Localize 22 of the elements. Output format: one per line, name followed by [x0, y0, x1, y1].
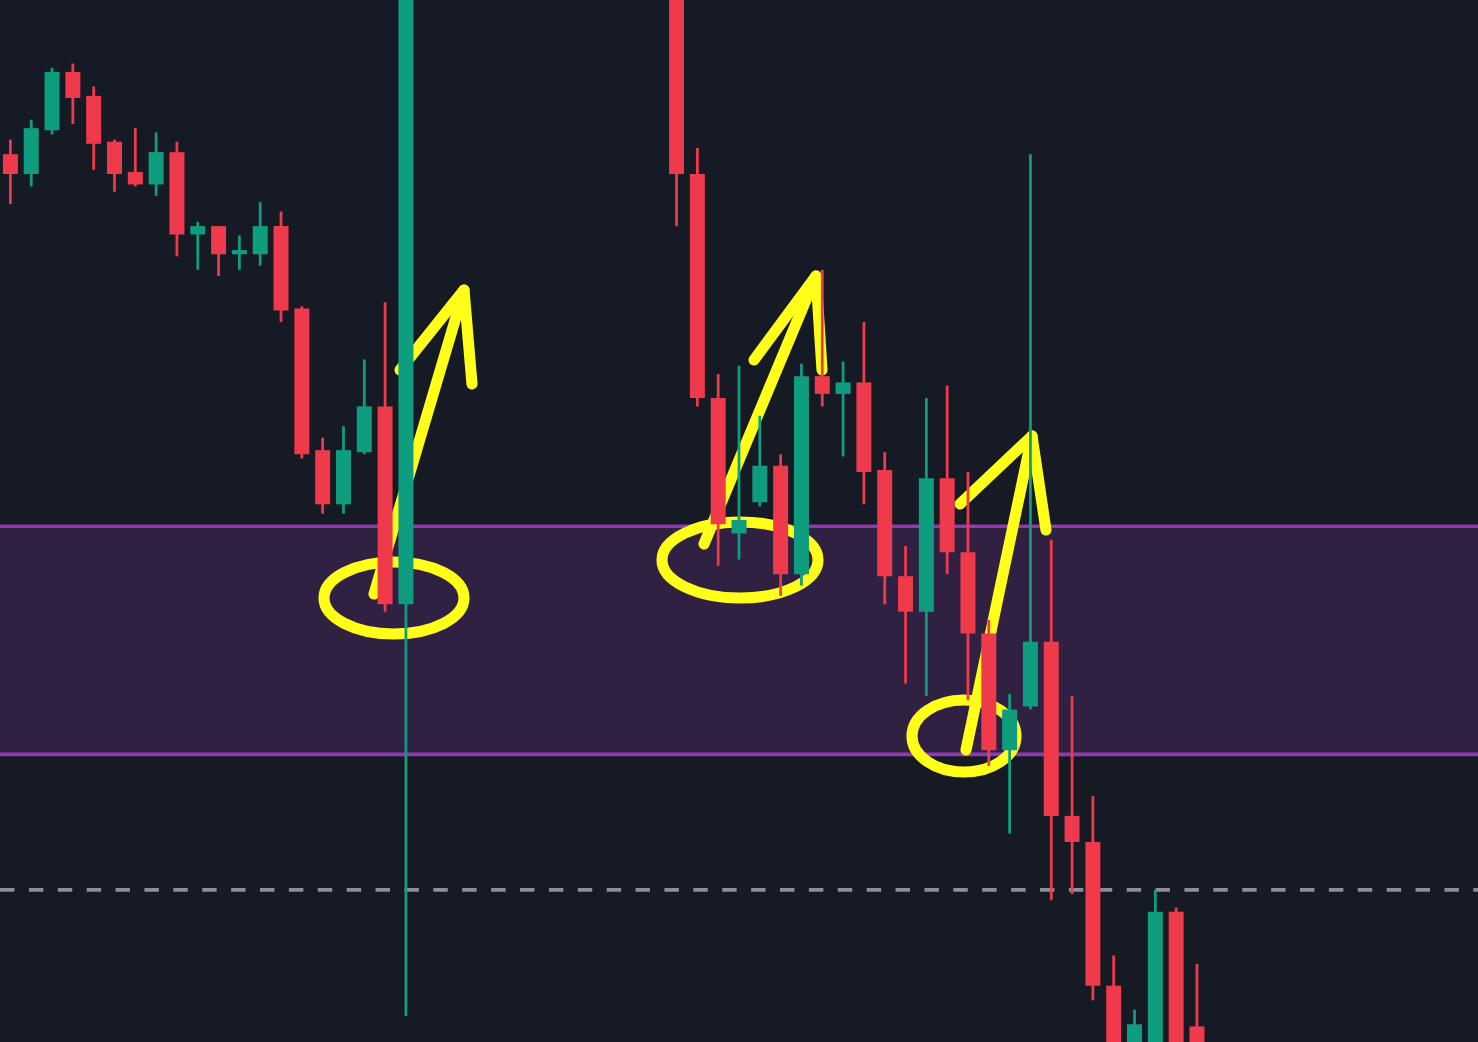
candlestick	[1064, 694, 1080, 896]
candlestick	[1022, 152, 1038, 711]
candlestick	[835, 360, 851, 458]
candlestick	[86, 85, 102, 172]
candlestick	[65, 62, 81, 126]
candlestick	[107, 138, 122, 194]
candlestick	[211, 224, 227, 278]
candlestick	[814, 268, 830, 408]
candlestick	[898, 544, 914, 685]
candlestick	[190, 220, 206, 272]
candlestick	[731, 364, 747, 561]
candlestick	[1002, 692, 1018, 835]
candlestick	[356, 358, 372, 456]
candlestick	[23, 118, 39, 188]
candlestick	[231, 234, 247, 272]
candlestick	[252, 200, 268, 268]
candlestick	[148, 130, 164, 198]
candlestick	[2, 138, 18, 206]
candlestick	[1189, 962, 1205, 1042]
candlestick	[752, 414, 768, 508]
candlestick	[1127, 1008, 1143, 1042]
candlestick	[127, 126, 143, 188]
